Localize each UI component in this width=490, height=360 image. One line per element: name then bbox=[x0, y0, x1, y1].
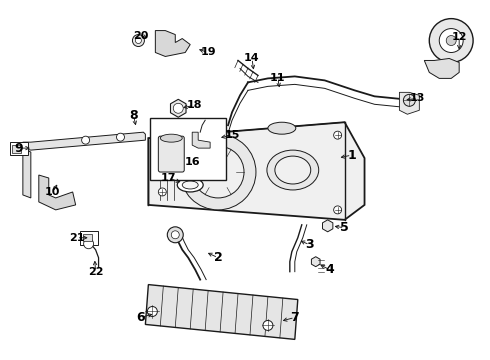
Text: 11: 11 bbox=[270, 73, 286, 84]
Text: 1: 1 bbox=[347, 149, 356, 162]
Ellipse shape bbox=[275, 156, 311, 184]
FancyBboxPatch shape bbox=[150, 118, 226, 180]
Circle shape bbox=[82, 136, 90, 144]
Ellipse shape bbox=[182, 181, 198, 189]
Text: 14: 14 bbox=[244, 54, 260, 63]
Polygon shape bbox=[399, 92, 419, 114]
Text: 16: 16 bbox=[184, 157, 200, 167]
Text: 10: 10 bbox=[45, 187, 60, 197]
Text: 17: 17 bbox=[161, 173, 176, 183]
Text: 3: 3 bbox=[305, 238, 314, 251]
Circle shape bbox=[180, 134, 256, 210]
Polygon shape bbox=[155, 31, 190, 57]
Polygon shape bbox=[23, 148, 31, 198]
Text: 20: 20 bbox=[133, 31, 148, 41]
Polygon shape bbox=[146, 285, 298, 339]
Circle shape bbox=[135, 37, 142, 44]
Circle shape bbox=[158, 188, 166, 196]
FancyBboxPatch shape bbox=[83, 234, 92, 241]
Text: 4: 4 bbox=[325, 263, 334, 276]
Text: 18: 18 bbox=[187, 100, 202, 110]
Circle shape bbox=[192, 146, 244, 198]
Circle shape bbox=[439, 28, 463, 53]
Text: 6: 6 bbox=[136, 311, 145, 324]
FancyBboxPatch shape bbox=[10, 142, 28, 155]
Text: 2: 2 bbox=[214, 251, 222, 264]
Ellipse shape bbox=[267, 150, 318, 190]
Circle shape bbox=[173, 103, 183, 113]
FancyBboxPatch shape bbox=[158, 136, 184, 172]
Polygon shape bbox=[148, 122, 365, 220]
Circle shape bbox=[132, 35, 145, 46]
Circle shape bbox=[158, 146, 166, 154]
Text: 13: 13 bbox=[410, 93, 425, 103]
Text: 9: 9 bbox=[15, 141, 23, 155]
Circle shape bbox=[403, 94, 416, 106]
Circle shape bbox=[147, 306, 157, 316]
Polygon shape bbox=[424, 58, 459, 78]
Text: 12: 12 bbox=[451, 32, 467, 41]
Text: 15: 15 bbox=[224, 130, 240, 140]
Text: 8: 8 bbox=[129, 109, 138, 122]
Ellipse shape bbox=[177, 178, 203, 192]
Circle shape bbox=[334, 206, 342, 214]
Circle shape bbox=[167, 227, 183, 243]
Circle shape bbox=[429, 19, 473, 62]
Text: 19: 19 bbox=[200, 48, 216, 58]
Text: 21: 21 bbox=[69, 233, 84, 243]
Circle shape bbox=[334, 131, 342, 139]
Ellipse shape bbox=[268, 122, 296, 134]
Ellipse shape bbox=[160, 134, 182, 142]
Circle shape bbox=[263, 320, 273, 330]
Text: 22: 22 bbox=[88, 267, 103, 276]
Text: 5: 5 bbox=[340, 221, 349, 234]
Polygon shape bbox=[39, 175, 75, 210]
Circle shape bbox=[84, 239, 94, 249]
Text: 7: 7 bbox=[291, 311, 299, 324]
Circle shape bbox=[172, 231, 179, 239]
Polygon shape bbox=[192, 132, 210, 148]
FancyBboxPatch shape bbox=[80, 231, 98, 245]
Circle shape bbox=[117, 133, 124, 141]
Polygon shape bbox=[23, 132, 146, 150]
FancyBboxPatch shape bbox=[12, 145, 22, 153]
Circle shape bbox=[446, 36, 456, 45]
